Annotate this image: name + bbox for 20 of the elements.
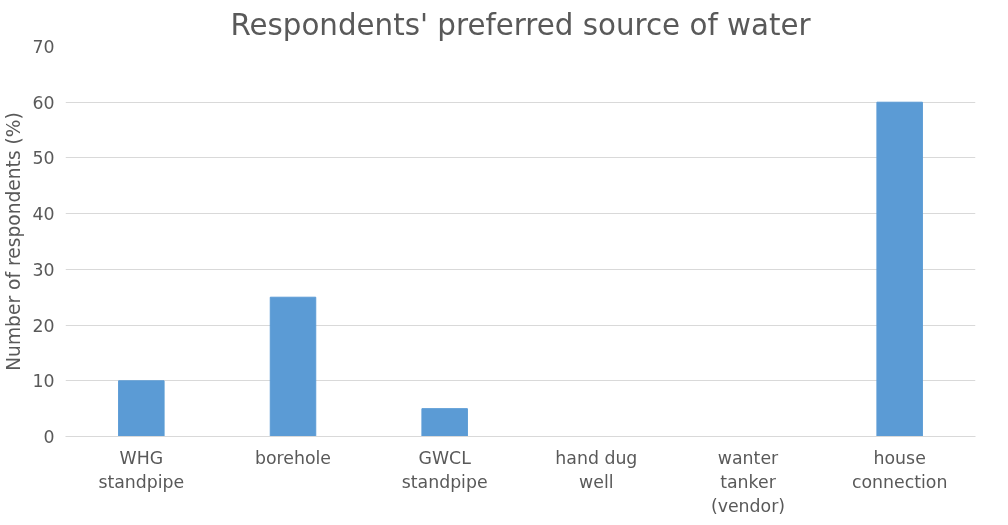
- bar: [421, 408, 468, 437]
- y-axis-title: Number of respondents (%): [3, 112, 25, 371]
- y-tick-label: 40: [32, 204, 55, 225]
- chart-title: Respondents' preferred source of water: [230, 7, 812, 42]
- bar: [118, 380, 165, 437]
- x-tick-label: house connection: [851, 447, 948, 492]
- y-tick-label: 10: [32, 371, 55, 392]
- bar: [269, 296, 317, 437]
- x-tick-label: GWCL standpipe: [401, 447, 488, 492]
- y-tick-label: 50: [32, 148, 55, 169]
- y-tick-label: 30: [32, 259, 55, 280]
- bar: [876, 101, 923, 437]
- y-tick-label: 60: [32, 92, 55, 113]
- x-tick-label: hand dug well: [555, 447, 638, 492]
- y-tick-label: 70: [32, 37, 55, 57]
- y-tick-label: 20: [32, 315, 55, 336]
- x-tick-label: borehole: [254, 447, 332, 468]
- y-tick-label: 0: [43, 427, 55, 447]
- x-tick-label: wanter tanker (vendor): [710, 447, 786, 516]
- x-tick-label: WHG standpipe: [98, 447, 185, 492]
